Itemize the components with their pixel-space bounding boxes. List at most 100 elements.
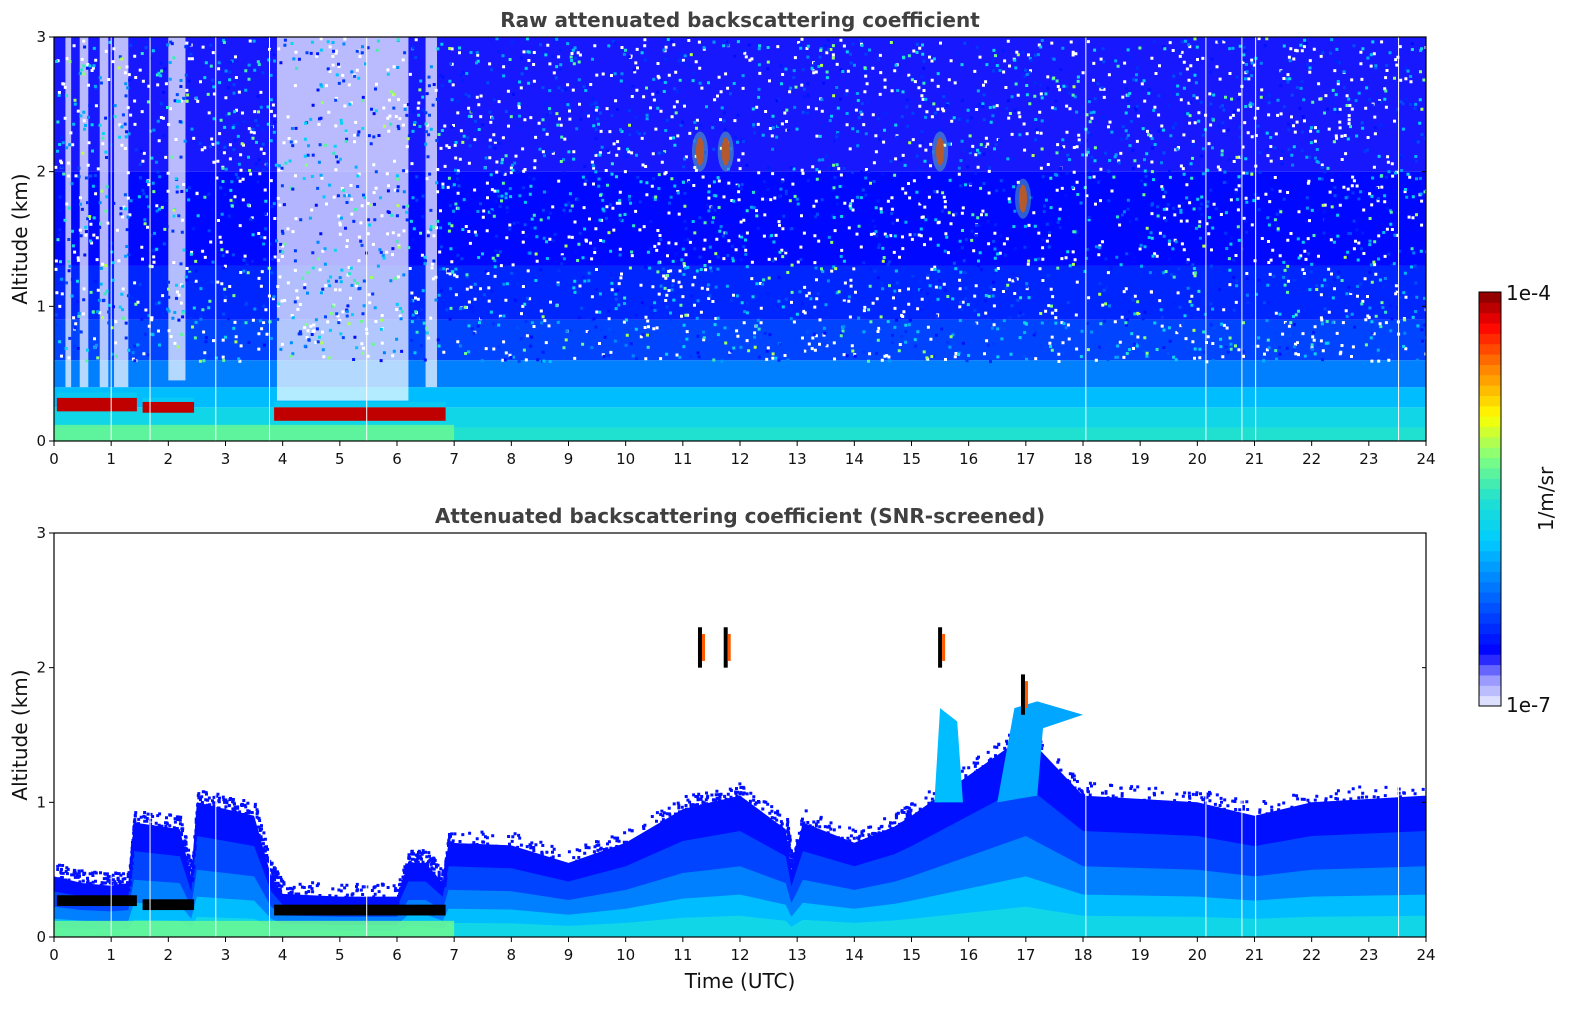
x-tick-label: 8 bbox=[507, 946, 517, 964]
noise-speckle bbox=[1192, 207, 1196, 211]
colorbar-band bbox=[1479, 592, 1501, 603]
panel2-title: Attenuated backscattering coefficient (S… bbox=[435, 504, 1045, 528]
cloud-halo bbox=[717, 131, 734, 172]
colorbar-band bbox=[1479, 457, 1501, 469]
noise-speckle bbox=[389, 90, 393, 94]
surface-band bbox=[54, 424, 455, 441]
x-tick-label: 23 bbox=[1359, 450, 1378, 468]
noise-speckle bbox=[1379, 325, 1383, 329]
y-tick-label: 2 bbox=[36, 659, 46, 677]
colorbar-band bbox=[1479, 395, 1501, 407]
noise-speckle bbox=[304, 163, 308, 167]
colorbar-band bbox=[1479, 633, 1501, 645]
x-tick-label: 24 bbox=[1416, 450, 1435, 468]
noise-speckle bbox=[693, 231, 697, 235]
colorbar-band bbox=[1479, 540, 1501, 552]
noise-speckle bbox=[663, 286, 667, 290]
x-tick-label: 8 bbox=[507, 450, 517, 468]
noise-speckle bbox=[160, 205, 164, 209]
x-tick-label: 21 bbox=[1245, 946, 1264, 964]
noise-speckle bbox=[500, 199, 503, 203]
saturated-layer bbox=[274, 904, 446, 916]
noise-speckle bbox=[670, 177, 674, 181]
saturated-layer bbox=[56, 895, 137, 907]
noise-speckle bbox=[897, 349, 901, 353]
x-tick-label: 2 bbox=[164, 946, 174, 964]
x-tick-label: 3 bbox=[221, 946, 231, 964]
noise-speckle bbox=[1315, 288, 1319, 291]
noise-speckle bbox=[682, 262, 686, 266]
colorbar-band bbox=[1479, 467, 1501, 479]
x-tick-label: 10 bbox=[616, 946, 635, 964]
clear-region bbox=[114, 37, 129, 388]
panel2-heatmap bbox=[54, 533, 1426, 937]
colorbar-band bbox=[1479, 447, 1501, 459]
convective-plume bbox=[934, 708, 963, 803]
colorbar-band bbox=[1479, 426, 1501, 438]
saturated-layer bbox=[142, 899, 195, 911]
x-tick-label: 7 bbox=[449, 450, 459, 468]
noise-speckle bbox=[646, 345, 650, 349]
noise-speckle bbox=[849, 202, 853, 206]
y-tick-label: 0 bbox=[36, 432, 46, 450]
noise-speckle bbox=[1340, 279, 1344, 282]
noise-speckle bbox=[922, 350, 926, 354]
noise-speckle bbox=[284, 161, 288, 165]
cloud-streak bbox=[697, 627, 702, 668]
x-tick-label: 22 bbox=[1302, 450, 1321, 468]
clear-region bbox=[79, 37, 89, 388]
colorbar-band bbox=[1479, 323, 1501, 334]
noise-speckle bbox=[414, 310, 418, 314]
noise-speckle bbox=[941, 191, 945, 195]
cloud-halo bbox=[932, 131, 949, 172]
y-tick-label: 0 bbox=[36, 928, 46, 946]
colorbar-band bbox=[1479, 561, 1501, 572]
noise-speckle bbox=[1419, 70, 1422, 74]
panel1-heatmap bbox=[54, 37, 1426, 441]
background-band bbox=[54, 37, 1426, 172]
panel2-x-axis: 0 1 2 3 4 5 6 7 8 9 10 11 12 13 14 15 16 17 18 19 20 21 22 23 24 bbox=[49, 937, 1436, 964]
background-band bbox=[54, 360, 1426, 388]
x-tick-label: 4 bbox=[278, 946, 288, 964]
background-band bbox=[54, 387, 1426, 408]
snr-screened-panel: Attenuated backscattering coefficient (S… bbox=[8, 504, 1436, 993]
clear-region bbox=[168, 37, 186, 381]
noise-speckle bbox=[361, 81, 1403, 335]
colorbar-band bbox=[1479, 685, 1501, 697]
noise-speckle bbox=[1410, 247, 1414, 251]
noise-speckle bbox=[1088, 120, 1092, 124]
noise-speckle bbox=[447, 229, 451, 233]
noise-speckle bbox=[1286, 290, 1289, 294]
x-tick-label: 11 bbox=[673, 450, 692, 468]
x-tick-label: 19 bbox=[1131, 946, 1150, 964]
noise-speckle bbox=[1202, 244, 1206, 248]
cloud-streak bbox=[938, 627, 943, 668]
x-tick-label: 15 bbox=[902, 450, 921, 468]
panel2-y-axis: 0 1 2 3 bbox=[36, 524, 1426, 946]
x-tick-label: 13 bbox=[788, 450, 807, 468]
colorbar-band bbox=[1479, 623, 1501, 635]
cloud-streak bbox=[1020, 674, 1025, 715]
x-tick-label: 15 bbox=[902, 946, 921, 964]
panel2-ylabel: Altitude (km) bbox=[8, 669, 32, 800]
colorbar-band bbox=[1479, 695, 1501, 707]
x-tick-label: 9 bbox=[564, 450, 574, 468]
noise-speckle bbox=[1197, 289, 1201, 293]
x-tick-label: 24 bbox=[1416, 946, 1435, 964]
x-tick-label: 20 bbox=[1188, 946, 1207, 964]
colorbar-band bbox=[1479, 385, 1501, 396]
noise-speckle bbox=[82, 72, 86, 76]
noise-speckle bbox=[1055, 79, 1059, 83]
clear-region bbox=[425, 37, 438, 388]
colorbar-band bbox=[1479, 519, 1501, 531]
colorbar-band bbox=[1479, 312, 1501, 324]
noise-speckle bbox=[564, 338, 568, 342]
noise-speckle bbox=[390, 213, 394, 217]
noise-speckle bbox=[73, 98, 77, 102]
colorbar-band bbox=[1479, 664, 1501, 676]
noise-speckle bbox=[1145, 226, 1149, 230]
noise-speckle bbox=[1283, 283, 1287, 287]
noise-speckle bbox=[347, 322, 351, 326]
y-tick-label: 3 bbox=[36, 524, 46, 542]
raw-backscatter-panel: Raw attenuated backscattering coefficien… bbox=[8, 8, 1436, 468]
